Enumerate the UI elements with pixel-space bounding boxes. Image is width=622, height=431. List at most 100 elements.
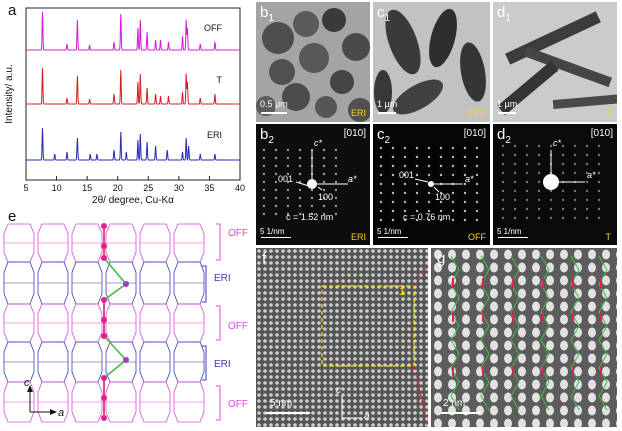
diffraction-spot [463, 191, 467, 195]
diffraction-spot [403, 209, 407, 213]
c1-scale-text: 1 μm [377, 99, 398, 109]
c1-label: c1 [377, 4, 391, 24]
layer-label-eri-2: ERI [214, 359, 231, 370]
diffraction-spot [415, 182, 419, 186]
diffraction-spot [322, 212, 326, 216]
diffraction-spot [475, 191, 479, 195]
diffraction-spot [322, 172, 326, 176]
diffraction-spot [463, 200, 467, 204]
diffraction-spot [427, 146, 431, 150]
diffraction-spot [501, 198, 505, 202]
diffraction-spot [439, 155, 443, 159]
diffraction-spot [561, 207, 565, 211]
diffraction-spot [585, 180, 589, 184]
diffraction-spot [561, 171, 565, 175]
xrd-tick-label: 25 [143, 183, 153, 193]
diffraction-spot [310, 188, 314, 192]
diffraction-spot [475, 173, 479, 177]
diffraction-spot [513, 216, 517, 220]
diffraction-spot [561, 216, 565, 220]
diffraction-spot [379, 200, 383, 204]
diffraction-spot [322, 196, 326, 200]
diffraction-spot [286, 148, 290, 152]
diffraction-spot [403, 155, 407, 159]
diffraction-spot [525, 189, 529, 193]
diffraction-spot [537, 144, 541, 148]
chain-atom [101, 415, 107, 421]
c2-scalebar [378, 237, 408, 238]
diffraction-spot [549, 144, 553, 148]
diffraction-spot [597, 162, 601, 166]
diffraction-spot [525, 207, 529, 211]
diffraction-spot [549, 216, 553, 220]
diffraction-spot [334, 172, 338, 176]
diffraction-spot [415, 209, 419, 213]
c2-label: c2 [377, 126, 391, 146]
diffraction-spot [597, 180, 601, 184]
diffraction-spot [451, 155, 455, 159]
diffraction-spot [597, 198, 601, 202]
diffraction-spot [525, 198, 529, 202]
framework-cage [173, 381, 205, 423]
chain-atom [101, 255, 107, 261]
d2-label: d2 [497, 126, 511, 146]
diffraction-spot [391, 164, 395, 168]
diffraction-spot [286, 196, 290, 200]
diffraction-spot [525, 180, 529, 184]
diffraction-spot [298, 148, 302, 152]
diffraction-spot [561, 189, 565, 193]
diffraction-spot [463, 173, 467, 177]
diffraction-spot [427, 191, 431, 195]
chain-atom [101, 243, 107, 249]
diffraction-spot [274, 156, 278, 160]
diffraction-spot [537, 153, 541, 157]
diffraction-spot [463, 146, 467, 150]
diffraction-spot [334, 180, 338, 184]
diffraction-spot [274, 148, 278, 152]
chain-atom [123, 281, 129, 287]
diffraction-spot [334, 156, 338, 160]
chain-atom [101, 375, 107, 381]
xrd-xlabel: 2θ/ degree, Cu-Kα [92, 195, 174, 205]
diffraction-spot [262, 172, 266, 176]
d2-tag: T [605, 232, 612, 242]
diffraction-spot [501, 216, 505, 220]
xrd-tick-label: 10 [52, 183, 62, 193]
chain-atom [101, 223, 107, 229]
diffraction-spot [322, 156, 326, 160]
chain-atom [123, 357, 129, 363]
diffraction-spot [286, 204, 290, 208]
diffraction-spot [298, 196, 302, 200]
diffraction-spot [286, 164, 290, 168]
diffraction-spot [262, 148, 266, 152]
diffraction-spot [310, 204, 314, 208]
panel-d1-tem: d1 1 μm T [493, 2, 617, 122]
diffraction-spot [513, 171, 517, 175]
diffraction-spot [298, 164, 302, 168]
b2-scalebar [261, 237, 291, 238]
c2-zone: [010] [463, 128, 486, 139]
diffraction-spot [585, 144, 589, 148]
diffraction-spot [537, 198, 541, 202]
diffraction-spot [415, 155, 419, 159]
diffraction-spot [561, 144, 565, 148]
panel-a-letter: a [8, 2, 17, 19]
b2-c-axis: c* [314, 138, 323, 148]
diffraction-spot [322, 204, 326, 208]
diffraction-spot [322, 148, 326, 152]
diffraction-spot [403, 173, 407, 177]
b2-scale-text: 5 1/nm [260, 227, 285, 236]
diffraction-spot [379, 146, 383, 150]
d2-scale-text: 5 1/nm [497, 227, 522, 236]
diffraction-spot [597, 144, 601, 148]
diffraction-spot [451, 209, 455, 213]
diffraction-spot [475, 164, 479, 168]
diffraction-spot [427, 173, 431, 177]
diffraction-spot [391, 218, 395, 222]
diffraction-spot [334, 188, 338, 192]
diffraction-spot [286, 212, 290, 216]
d1-rods [493, 2, 617, 122]
xrd-plot-frame [25, 7, 241, 181]
diffraction-spot [391, 209, 395, 213]
diffraction-spot [274, 180, 278, 184]
